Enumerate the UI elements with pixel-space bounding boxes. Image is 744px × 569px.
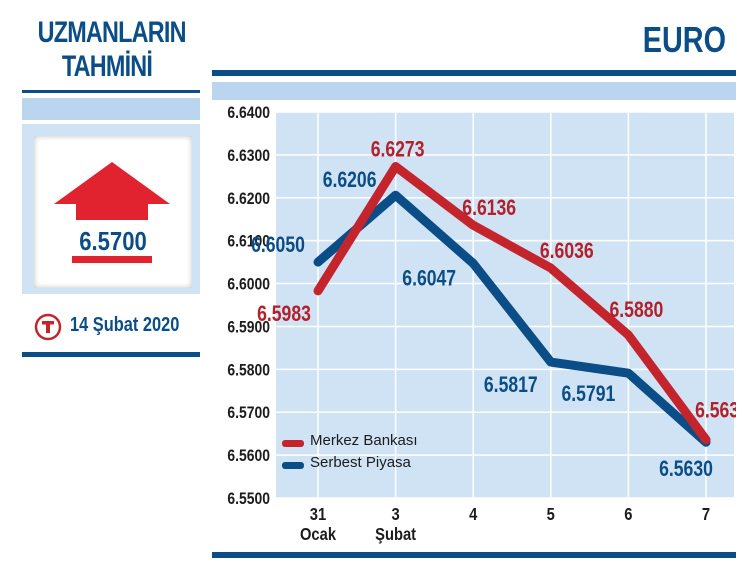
up-arrow-icon bbox=[54, 162, 170, 220]
data-label-serbest: 6.6050 bbox=[251, 233, 305, 257]
x-tick-label: 31 bbox=[310, 505, 326, 525]
forecast-value: 6.5700 bbox=[79, 226, 147, 256]
data-label-serbest: 6.5791 bbox=[562, 382, 616, 406]
legend-label-merkez: Merkez Bankası bbox=[310, 432, 418, 449]
currency-title: EURO bbox=[642, 19, 726, 60]
title-line-2: TAHMİNİ bbox=[61, 50, 153, 83]
line-chart: 6.5500 6.5600 6.5700 6.5800 6.5900 6.6000 6.61… bbox=[212, 100, 736, 552]
legend-label-serbest: Serbest Piyasa bbox=[310, 454, 411, 471]
x-tick-label: 5 bbox=[547, 505, 555, 525]
data-label-serbest: 6.5817 bbox=[484, 373, 538, 397]
y-tick-label: 6.6300 bbox=[227, 147, 270, 166]
y-tick-label: 6.6200 bbox=[227, 190, 270, 209]
x-tick-label: 7 bbox=[702, 505, 710, 525]
y-axis-ticks: 6.5500 6.5600 6.5700 6.5800 6.5900 6.6000 6.61… bbox=[227, 104, 270, 509]
legend-swatch-serbest bbox=[282, 462, 304, 469]
date-underline bbox=[22, 352, 200, 357]
title-band bbox=[22, 98, 200, 120]
data-label-merkez: 6.5636 bbox=[695, 399, 736, 423]
data-label-serbest: 6.6047 bbox=[402, 267, 456, 291]
series-line-serbest-piyasa bbox=[313, 190, 711, 447]
data-label-merkez: 6.6136 bbox=[462, 196, 516, 220]
data-labels: 6.5983 6.6273 6.6136 6.6036 6.5880 6.5636 6.60… bbox=[251, 138, 736, 482]
data-label-merkez: 6.5983 bbox=[257, 302, 311, 326]
x-tick-label: 3 bbox=[391, 505, 399, 525]
y-tick-label: 6.5800 bbox=[227, 361, 270, 380]
series-lines bbox=[313, 161, 711, 447]
y-tick-label: 6.5700 bbox=[227, 404, 270, 423]
date-label: 14 Şubat 2020 bbox=[70, 314, 180, 336]
y-tick-label: 6.5900 bbox=[227, 318, 270, 337]
data-label-merkez: 6.6273 bbox=[371, 138, 425, 162]
legend-swatch-merkez bbox=[282, 440, 304, 447]
title-underline bbox=[22, 90, 200, 93]
data-label-merkez: 6.5880 bbox=[610, 298, 664, 322]
bottom-rule bbox=[212, 552, 736, 558]
data-label-serbest: 6.5630 bbox=[659, 457, 713, 481]
y-tick-label: 6.6100 bbox=[227, 232, 270, 251]
x-tick-label: Şubat bbox=[375, 525, 416, 545]
y-tick-label: 6.6000 bbox=[227, 275, 270, 294]
x-tick-label: 4 bbox=[469, 505, 478, 525]
y-tick-label: 6.5500 bbox=[227, 490, 270, 509]
forecast-underline bbox=[72, 256, 152, 263]
header-rule bbox=[212, 70, 736, 76]
series-line-merkez-bankasi bbox=[313, 161, 711, 445]
x-tick-label: 6 bbox=[624, 505, 632, 525]
header-band bbox=[212, 82, 736, 100]
y-tick-label: 6.5600 bbox=[227, 447, 270, 466]
data-label-merkez: 6.6036 bbox=[540, 239, 594, 263]
y-tick-label: 6.6400 bbox=[227, 104, 270, 123]
title-line-1: UZMANLARIN bbox=[37, 16, 187, 49]
data-label-serbest: 6.6206 bbox=[323, 168, 377, 192]
x-tick-label: Ocak bbox=[300, 525, 337, 545]
newspaper-logo-icon bbox=[34, 313, 62, 341]
